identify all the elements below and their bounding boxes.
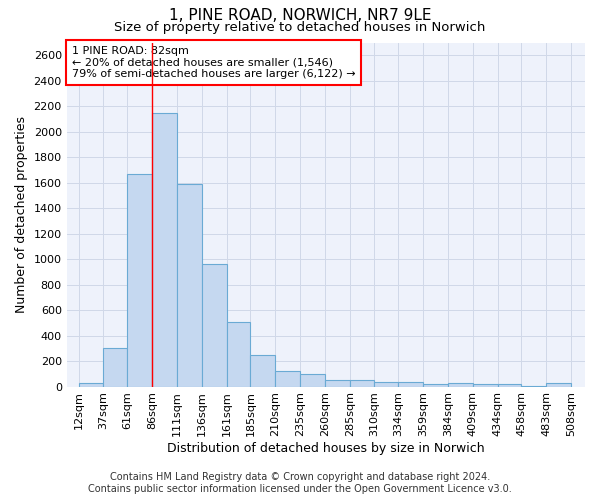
Text: 1, PINE ROAD, NORWICH, NR7 9LE: 1, PINE ROAD, NORWICH, NR7 9LE — [169, 8, 431, 22]
Bar — [177, 184, 202, 386]
Bar — [374, 382, 398, 386]
Bar — [227, 322, 250, 386]
Bar — [127, 174, 152, 386]
Bar — [398, 382, 423, 386]
Bar — [300, 374, 325, 386]
Bar — [423, 384, 448, 386]
Bar — [350, 380, 374, 386]
Bar — [250, 354, 275, 386]
Bar — [275, 372, 300, 386]
Bar — [473, 384, 497, 386]
X-axis label: Distribution of detached houses by size in Norwich: Distribution of detached houses by size … — [167, 442, 485, 455]
Bar — [103, 348, 127, 387]
Text: Size of property relative to detached houses in Norwich: Size of property relative to detached ho… — [115, 21, 485, 34]
Text: Contains HM Land Registry data © Crown copyright and database right 2024.
Contai: Contains HM Land Registry data © Crown c… — [88, 472, 512, 494]
Bar — [202, 264, 227, 386]
Bar — [325, 380, 350, 386]
Bar — [497, 384, 521, 386]
Y-axis label: Number of detached properties: Number of detached properties — [15, 116, 28, 313]
Bar — [448, 383, 473, 386]
Bar — [152, 112, 177, 386]
Text: 1 PINE ROAD: 82sqm
← 20% of detached houses are smaller (1,546)
79% of semi-deta: 1 PINE ROAD: 82sqm ← 20% of detached hou… — [72, 46, 355, 79]
Bar — [546, 383, 571, 386]
Bar — [79, 384, 103, 386]
